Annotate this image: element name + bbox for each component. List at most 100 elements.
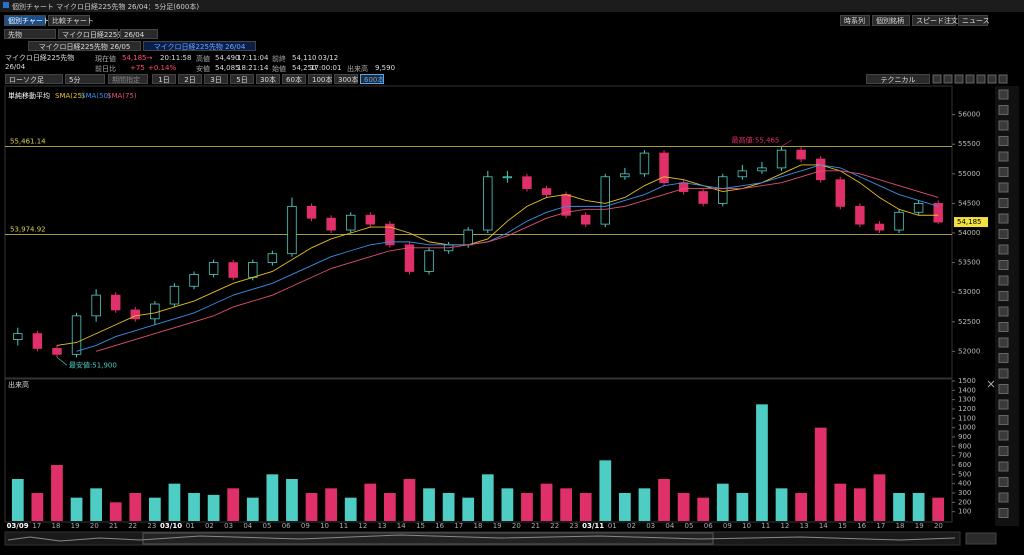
volume-bar xyxy=(286,479,298,521)
tool-icon[interactable] xyxy=(998,508,1009,518)
tool-icon[interactable] xyxy=(998,430,1009,441)
tool-icon[interactable] xyxy=(998,275,1009,286)
volume-bar xyxy=(462,497,475,521)
volume-tick-label: 600 xyxy=(958,461,971,469)
x-tick-label: 19 xyxy=(71,522,80,530)
tool-icon[interactable] xyxy=(998,384,1009,394)
period-button[interactable]: 1日 xyxy=(152,74,176,84)
candle-body xyxy=(208,262,219,275)
tool-icon[interactable] xyxy=(998,260,1009,270)
period-button[interactable]: 30本 xyxy=(256,74,280,84)
technical-button[interactable]: テクニカル xyxy=(866,74,930,84)
period-button[interactable]: 300本 xyxy=(334,74,358,84)
volume-tick-label: 1200 xyxy=(958,405,976,413)
volume-bar xyxy=(364,483,377,521)
interval-select[interactable]: 5分 xyxy=(65,74,105,84)
tool-icon[interactable] xyxy=(998,229,1009,239)
period-button[interactable]: 60本 xyxy=(282,74,306,84)
period-button[interactable]: 3日 xyxy=(204,74,228,84)
tool-icon[interactable] xyxy=(998,399,1009,410)
x-tick-label: 11 xyxy=(339,522,348,530)
x-tick-label: 19 xyxy=(915,522,924,530)
contract-tab[interactable]: マイクロ日経225先物 26/04 xyxy=(143,41,256,51)
volume-bar xyxy=(168,483,181,521)
selector[interactable]: マイクロ日経225先物 xyxy=(58,29,131,39)
tool-icon[interactable] xyxy=(998,291,1009,301)
selector[interactable]: 先物 xyxy=(4,29,56,39)
x-tick-label: 17 xyxy=(32,522,41,530)
period-button[interactable]: 2日 xyxy=(178,74,202,84)
tool-icon[interactable] xyxy=(998,337,1009,348)
tool-icon[interactable] xyxy=(998,368,1009,379)
y-tick-label: 54000 xyxy=(958,229,980,237)
tool-icon[interactable] xyxy=(998,446,1009,456)
range-button[interactable]: 期間指定 xyxy=(108,74,148,84)
close-icon[interactable] xyxy=(987,380,995,388)
tool-icon[interactable] xyxy=(998,461,1009,472)
x-tick-label: 13 xyxy=(800,522,809,530)
x-tick-label: 05 xyxy=(263,522,272,530)
tool-icon[interactable] xyxy=(998,198,1009,208)
x-tick-label: 03/11 xyxy=(582,522,604,530)
period-button[interactable]: 5日 xyxy=(230,74,254,84)
mode-select[interactable] xyxy=(965,532,997,545)
tool-icon[interactable] xyxy=(998,105,1009,115)
tool-icon[interactable] xyxy=(998,120,1009,131)
volume-bar xyxy=(540,483,553,521)
x-tick-label: 05 xyxy=(685,522,694,530)
tab[interactable]: 比較チャート xyxy=(48,15,94,26)
quote-month: 26/04 xyxy=(5,63,26,71)
tool-icon[interactable] xyxy=(998,182,1009,193)
top-button[interactable]: スピード注文 xyxy=(912,15,958,26)
period-button[interactable]: 100本 xyxy=(308,74,332,84)
tool-icon[interactable] xyxy=(998,151,1009,162)
top-button[interactable]: 個別銘柄 xyxy=(872,15,910,26)
quote-cell: 安値 xyxy=(196,65,210,73)
top-button[interactable]: 時系列 xyxy=(840,15,870,26)
tool-icon[interactable] xyxy=(998,492,1009,503)
volume-tick-label: 400 xyxy=(958,480,971,488)
x-tick-label: 09 xyxy=(301,522,310,530)
x-tick-label: 18 xyxy=(896,522,905,530)
x-tick-label: 22 xyxy=(128,522,137,530)
candle-body xyxy=(816,158,826,181)
volume-bar xyxy=(51,465,63,521)
selector[interactable]: 26/04 xyxy=(120,29,158,39)
tool-icon[interactable] xyxy=(998,353,1009,363)
candle-body xyxy=(463,229,473,246)
price-panel xyxy=(4,85,953,379)
volume-panel xyxy=(4,378,953,523)
volume-bar xyxy=(560,488,572,521)
volume-bar xyxy=(11,479,24,521)
candle-body xyxy=(13,333,23,340)
tool-icon[interactable] xyxy=(998,213,1009,224)
candle-body xyxy=(620,173,630,178)
top-button[interactable]: ニュース xyxy=(958,15,990,26)
tool-icon[interactable] xyxy=(998,136,1009,146)
contract-tab[interactable]: マイクロ日経225先物 26/05 xyxy=(28,41,141,51)
x-tick-label: 02 xyxy=(627,522,636,530)
chart-type-select[interactable]: ローソク足 xyxy=(5,74,63,84)
tool-icon[interactable] xyxy=(998,244,1009,255)
chart-tool-icon xyxy=(998,74,1008,84)
x-tick-label: 09 xyxy=(723,522,732,530)
candle-body xyxy=(796,149,806,160)
volume-bar xyxy=(579,493,592,521)
period-button[interactable]: 600本 xyxy=(360,74,384,84)
tool-icon[interactable] xyxy=(998,89,1009,100)
tool-icon[interactable] xyxy=(998,306,1009,317)
legend-entry: SMA(25) xyxy=(55,92,85,100)
tab[interactable]: 個別チャート xyxy=(4,15,50,26)
tool-icon[interactable] xyxy=(998,415,1009,425)
price-line-label: 55,461.14 xyxy=(10,138,46,146)
x-tick-label: 21 xyxy=(531,522,540,530)
candle-body xyxy=(541,188,552,195)
tool-icon[interactable] xyxy=(998,167,1009,177)
candle-body xyxy=(150,303,160,320)
chart-tool-icon xyxy=(943,74,953,84)
tool-icon[interactable] xyxy=(998,477,1009,487)
x-tick-label: 18 xyxy=(474,522,483,530)
y-tick-label: 55000 xyxy=(958,170,980,178)
tool-icon[interactable] xyxy=(998,322,1009,332)
scroll-thumb[interactable] xyxy=(142,532,714,545)
